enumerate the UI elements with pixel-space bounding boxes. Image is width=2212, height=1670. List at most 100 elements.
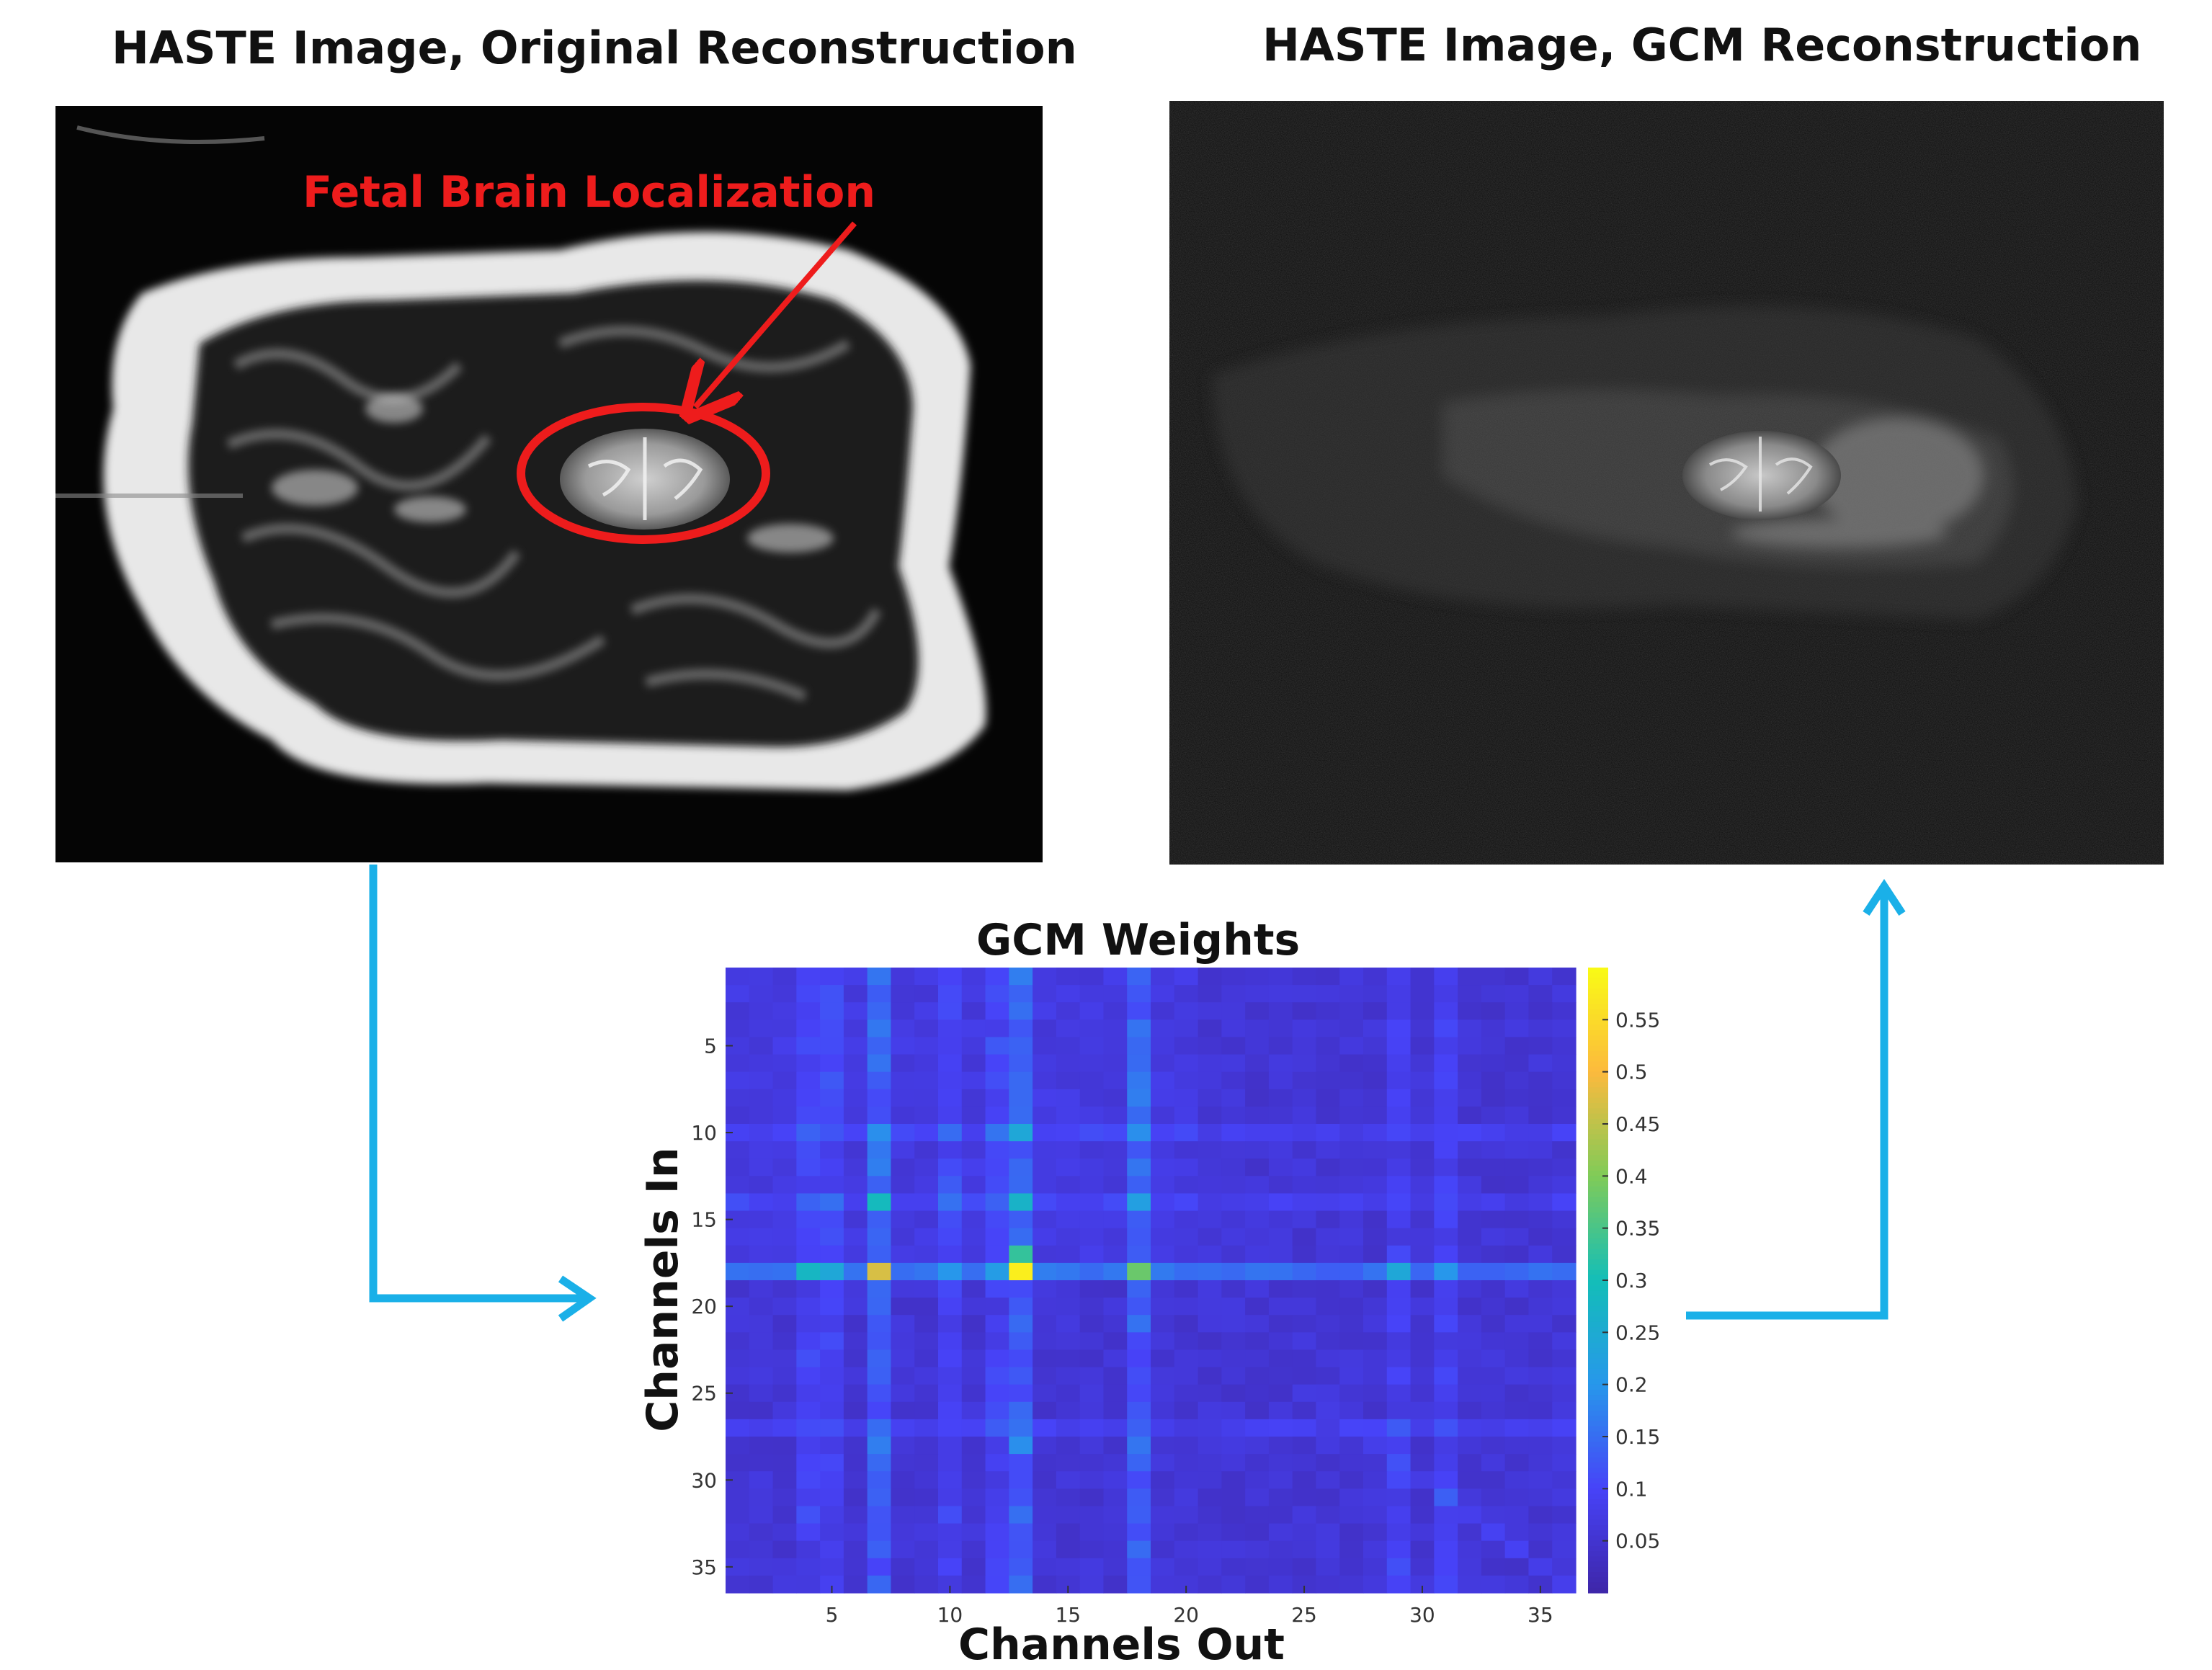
heatmap-cell (1103, 1540, 1128, 1559)
colorbar-segment (1588, 1254, 1608, 1260)
heatmap-cell (985, 1437, 1009, 1455)
colorbar-segment (1588, 1014, 1608, 1020)
heatmap-cell (1033, 1575, 1057, 1594)
heatmap-cell (914, 1558, 939, 1576)
heatmap-cell (1458, 1575, 1482, 1594)
heatmap-cell (1009, 968, 1033, 986)
heatmap-cell (1174, 1523, 1199, 1542)
heatmap-cell (796, 1002, 821, 1020)
heatmap-cell (1127, 1298, 1151, 1316)
heatmap-cell (772, 1471, 797, 1489)
colorbar-segment (1588, 1463, 1608, 1468)
heatmap-cell (1127, 1558, 1151, 1576)
heatmap-cell (772, 1071, 797, 1090)
heatmap-cell (1292, 1401, 1317, 1420)
heatmap-cell (1458, 1454, 1482, 1472)
colorbar-segment (1588, 1139, 1608, 1146)
heatmap-cell (1316, 1089, 1340, 1107)
colorbar-segment (1588, 1165, 1608, 1171)
heatmap-cell (1033, 1245, 1057, 1264)
heatmap-cell (1079, 1158, 1105, 1176)
heatmap-cell (1268, 1019, 1293, 1038)
heatmap-cell (938, 1298, 963, 1316)
heatmap-cell (1363, 1037, 1388, 1055)
heatmap-cell (1127, 1540, 1151, 1559)
heatmap-cell (1363, 1141, 1388, 1159)
heatmap-cell (1504, 1158, 1530, 1176)
heatmap-cell (1103, 1349, 1128, 1368)
colorbar-tick-label: 0.05 (1615, 1530, 1660, 1553)
heatmap-cell (961, 1228, 986, 1246)
heatmap-cell (1410, 1089, 1435, 1107)
heatmap-cell (1504, 1401, 1530, 1420)
heatmap-cell (867, 1471, 892, 1489)
heatmap-cell (1363, 1437, 1388, 1455)
heatmap-cell (1504, 1245, 1530, 1264)
heatmap-cell (1292, 1176, 1317, 1195)
heatmap-cell (867, 1019, 892, 1038)
heatmap-cell (867, 1124, 892, 1142)
heatmap-cell (985, 1019, 1009, 1038)
colorbar-segment (1588, 1327, 1608, 1333)
heatmap-cell (1198, 1245, 1222, 1264)
heatmap-cell (1316, 1575, 1340, 1594)
heatmap-cell (1528, 1124, 1553, 1142)
heatmap-cell (1339, 1280, 1364, 1298)
colorbar-segment (1588, 1473, 1608, 1479)
heatmap-cell (1245, 1262, 1270, 1281)
colorbar-segment (1588, 1264, 1608, 1271)
heatmap-cell (1339, 1071, 1364, 1090)
heatmap-cell (1127, 1193, 1151, 1212)
heatmap-cell (1363, 968, 1388, 986)
heatmap-title: GCM Weights (976, 915, 1301, 965)
heatmap-cell (1103, 1454, 1128, 1472)
heatmap-cell (1386, 1245, 1412, 1264)
heatmap-cell (1339, 1401, 1364, 1420)
colorbar-segment (1588, 1071, 1608, 1078)
heatmap-cell (1552, 1002, 1577, 1020)
heatmap-cell (1056, 1367, 1081, 1385)
heatmap-cell (1056, 1245, 1081, 1264)
heatmap-cell (1504, 1054, 1530, 1073)
heatmap-cell (1151, 1280, 1175, 1298)
heatmap-cell (1056, 1506, 1081, 1524)
colorbar-segment (1588, 983, 1608, 989)
input-flow-arrow (369, 865, 587, 1303)
heatmap-cell (1009, 1089, 1033, 1107)
heatmap-cell (985, 1124, 1009, 1142)
heatmap-cell (1363, 1019, 1388, 1038)
heatmap-cell (1316, 1315, 1340, 1333)
colorbar-segment (1588, 1108, 1608, 1115)
heatmap-cell (1009, 1280, 1033, 1298)
heatmap-cell (1316, 1141, 1340, 1159)
colorbar-tick-label: 0.25 (1615, 1321, 1660, 1344)
heatmap-cell (749, 1089, 774, 1107)
heatmap-cell (891, 1367, 915, 1385)
heatmap-cell (1033, 1019, 1057, 1038)
heatmap-cell (1198, 1575, 1222, 1594)
heatmap-cell (1504, 1575, 1530, 1594)
colorbar-tick-label: 0.1 (1615, 1477, 1648, 1501)
heatmap-cell (1528, 1419, 1553, 1437)
heatmap-cell (1434, 1037, 1458, 1055)
heatmap-cell (1339, 1106, 1364, 1125)
heatmap-cell (1268, 985, 1293, 1003)
heatmap-cell (985, 1471, 1009, 1489)
heatmap-cell (749, 1401, 774, 1420)
heatmap-cell (1056, 1540, 1081, 1559)
heatmap-cell (1151, 1506, 1175, 1524)
heatmap-cell (961, 1506, 986, 1524)
heatmap-cell (1056, 1437, 1081, 1455)
heatmap-cell (1268, 1419, 1293, 1437)
heatmap-cell (1268, 1401, 1293, 1420)
heatmap-cell (985, 1298, 1009, 1316)
heatmap-cell (1245, 1454, 1270, 1472)
colorbar-segment (1588, 999, 1608, 1005)
heatmap-cell (796, 1124, 821, 1142)
heatmap-cell (1386, 1019, 1412, 1038)
heatmap-cell (1552, 1245, 1577, 1264)
heatmap-cell (1174, 1124, 1199, 1142)
heatmap-cell (1481, 1193, 1506, 1212)
heatmap-cell (1127, 1488, 1151, 1507)
heatmap-cell (1528, 1071, 1553, 1090)
